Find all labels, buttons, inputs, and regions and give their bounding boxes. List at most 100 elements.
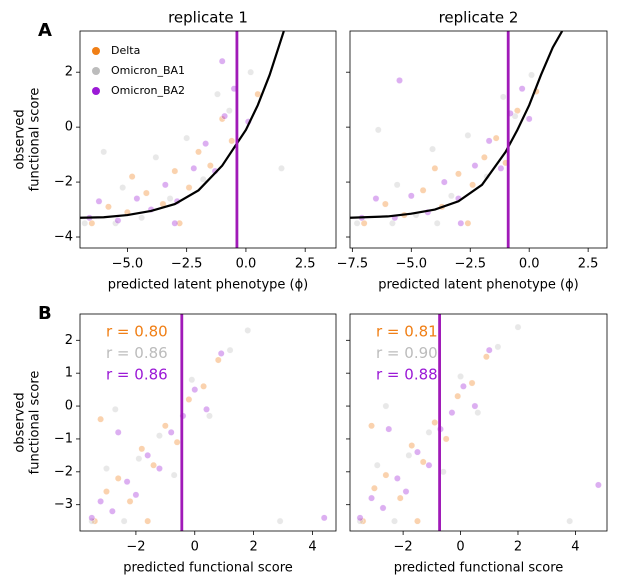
point [254, 90, 262, 98]
point [353, 219, 361, 227]
point [471, 402, 479, 410]
point [108, 507, 116, 515]
point [414, 517, 421, 525]
point [368, 494, 375, 502]
point [402, 488, 410, 495]
plot-area [350, 31, 564, 248]
x-axis-label: predicted latent phenotype (ϕ) [378, 278, 579, 293]
x-tick-label: −2 [394, 540, 413, 555]
point [405, 451, 413, 459]
point [103, 488, 110, 495]
point [135, 455, 143, 463]
point [218, 57, 226, 65]
y-tick-label: 0 [65, 120, 73, 135]
point [442, 435, 450, 443]
point [464, 131, 472, 139]
point [123, 478, 131, 486]
point [471, 162, 479, 169]
point [225, 107, 233, 115]
point [393, 474, 401, 482]
point [393, 181, 401, 189]
legend-label: Delta [111, 44, 140, 57]
point [474, 409, 482, 417]
point [440, 178, 448, 186]
point [448, 409, 456, 417]
plot-area [88, 314, 328, 531]
point [171, 167, 179, 175]
point [206, 412, 213, 420]
point [371, 484, 378, 492]
point [518, 85, 526, 93]
y-axis-label: observed [13, 109, 28, 169]
correlation-label: r = 0.90 [376, 344, 438, 362]
point [97, 415, 104, 423]
point [460, 382, 467, 390]
point [525, 115, 533, 123]
axes-frame [349, 30, 608, 249]
point [119, 184, 127, 191]
point [455, 170, 462, 178]
point [372, 195, 380, 202]
point [176, 219, 183, 227]
point [382, 402, 390, 410]
point [156, 465, 163, 472]
point [431, 419, 439, 426]
y-tick-label: 2 [65, 65, 73, 80]
point [152, 153, 160, 161]
x-tick-label: −7.5 [337, 257, 369, 272]
panel-letter: A [38, 20, 52, 41]
point [161, 422, 169, 430]
y-tick-label: −2 [54, 175, 73, 190]
point [185, 184, 193, 191]
point [114, 474, 122, 482]
point [368, 422, 375, 430]
point [150, 461, 157, 469]
point [408, 442, 416, 449]
point [485, 346, 493, 354]
point [88, 514, 96, 522]
point [320, 514, 328, 522]
x-tick-label: 2.5 [578, 257, 599, 272]
x-tick-label: 2 [249, 540, 257, 555]
point [419, 186, 427, 194]
legend-label: Omicron_BA2 [111, 84, 185, 97]
point [482, 353, 490, 361]
point [226, 346, 234, 354]
legend-label: Omicron_BA1 [111, 64, 185, 77]
point [247, 68, 255, 76]
point [188, 376, 196, 384]
point [464, 219, 472, 227]
point [185, 396, 193, 403]
point [114, 428, 122, 436]
correlation-label: r = 0.86 [106, 344, 168, 362]
point [566, 517, 574, 525]
x-tick-label: 4 [571, 540, 579, 555]
point [161, 181, 169, 189]
panel-title: replicate 2 [439, 9, 519, 27]
axes-frame [79, 313, 337, 532]
point [385, 425, 393, 433]
point [218, 115, 226, 123]
panel-letter: B [38, 303, 52, 324]
point [144, 451, 152, 459]
point [190, 164, 198, 172]
point [439, 468, 447, 476]
point [457, 373, 464, 380]
point [144, 517, 152, 525]
point [419, 458, 427, 466]
x-tick-label: 2 [514, 540, 522, 555]
point [425, 461, 433, 469]
point [468, 379, 476, 387]
point [112, 219, 119, 227]
point [142, 189, 150, 197]
point [221, 112, 228, 120]
point [396, 494, 404, 502]
x-tick-label: 0 [191, 540, 199, 555]
point [469, 181, 477, 189]
point [485, 137, 493, 145]
point [514, 323, 522, 331]
x-tick-label: 2.5 [295, 257, 316, 272]
point [173, 438, 181, 446]
point [457, 219, 465, 227]
point [202, 140, 210, 148]
